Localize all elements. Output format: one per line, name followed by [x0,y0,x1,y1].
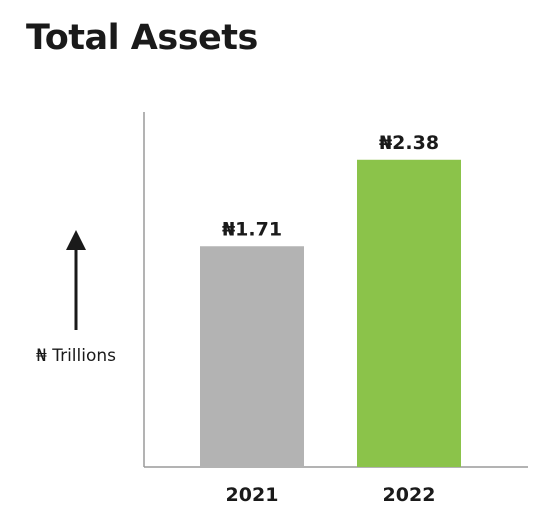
y-axis-label: ₦ Trillions [36,346,116,366]
plot-area: ₦1.71 2021 ₦2.38 2022 [143,112,528,506]
bar-2021 [200,246,304,467]
unit-indicator: ₦ Trillions [36,230,116,366]
chart-title: Total Assets [26,18,258,58]
bar-2022 [357,159,461,467]
data-label-2022: ₦2.38 [379,132,439,154]
data-label-2021: ₦1.71 [222,218,282,240]
x-tick-label-2022: 2022 [383,484,436,506]
arrow-head-icon [66,230,86,250]
x-tick-label-2021: 2021 [226,484,279,506]
